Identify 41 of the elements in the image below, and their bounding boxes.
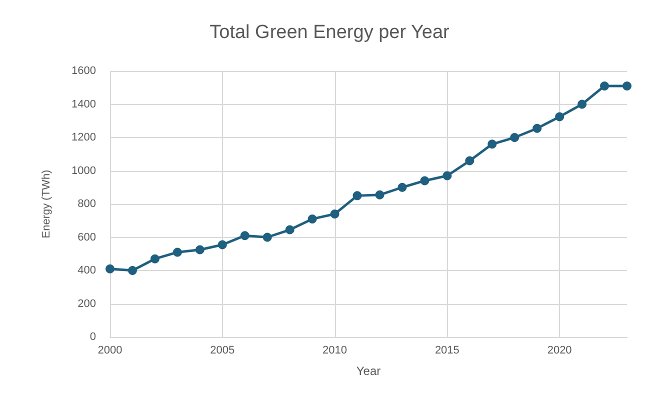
point [195,245,204,254]
chart-title: Total Green Energy per Year [210,22,450,43]
point [578,100,587,109]
point [240,231,250,240]
point [600,81,610,90]
point [330,209,340,218]
x-tick-label: 2015 [434,344,460,356]
point [398,182,407,192]
y-tick-label: 1200 [72,132,96,144]
point [106,264,114,274]
y-tick-label: 400 [78,264,96,276]
point [442,171,452,180]
point [510,133,520,142]
point [150,254,160,264]
point [622,81,632,90]
point [218,240,227,250]
x-tick-label: 2010 [322,344,348,356]
point [488,140,497,149]
point [308,214,317,224]
y-tick-label: 600 [78,231,96,244]
x-axis-title: Year [356,364,381,378]
y-tick-label: 800 [78,198,96,210]
x-tick-label: 2020 [547,344,572,356]
x-tick-label: 2005 [210,344,235,356]
point [555,112,564,122]
point [420,176,430,186]
point [375,190,384,200]
point [285,225,294,234]
y-tick-label: 200 [78,298,96,310]
point [532,124,542,133]
point [352,191,362,200]
y-tick-label: 0 [90,331,96,343]
point [172,248,182,257]
y-tick-label: 1000 [72,164,96,177]
y-tick-label: 1600 [72,65,96,77]
point [128,266,137,275]
x-tick-label: 2000 [98,344,122,356]
point [465,156,474,166]
point [262,232,272,242]
y-axis-title: Energy (TWh) [40,170,52,238]
y-tick-label: 1400 [72,98,96,110]
